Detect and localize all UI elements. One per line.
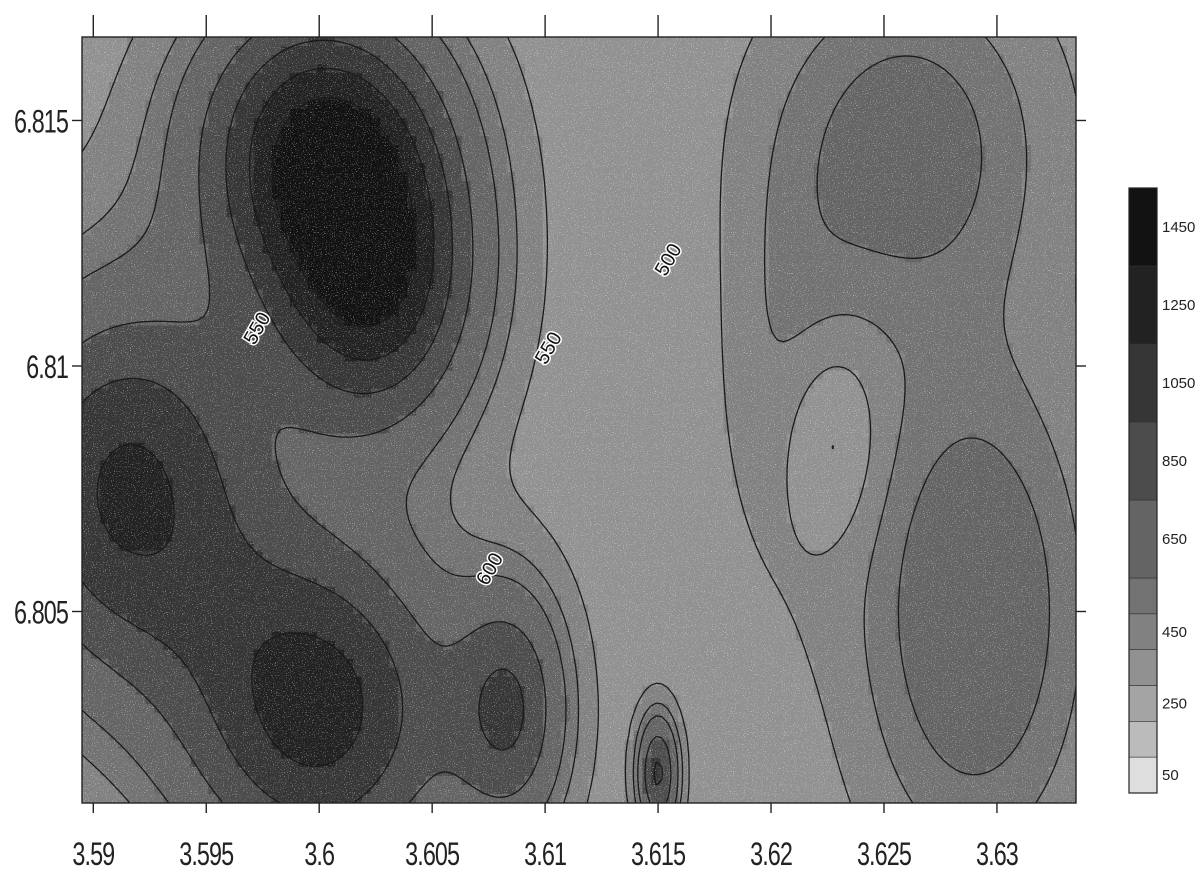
- plot-area: 550 550500600: [82, 37, 1076, 803]
